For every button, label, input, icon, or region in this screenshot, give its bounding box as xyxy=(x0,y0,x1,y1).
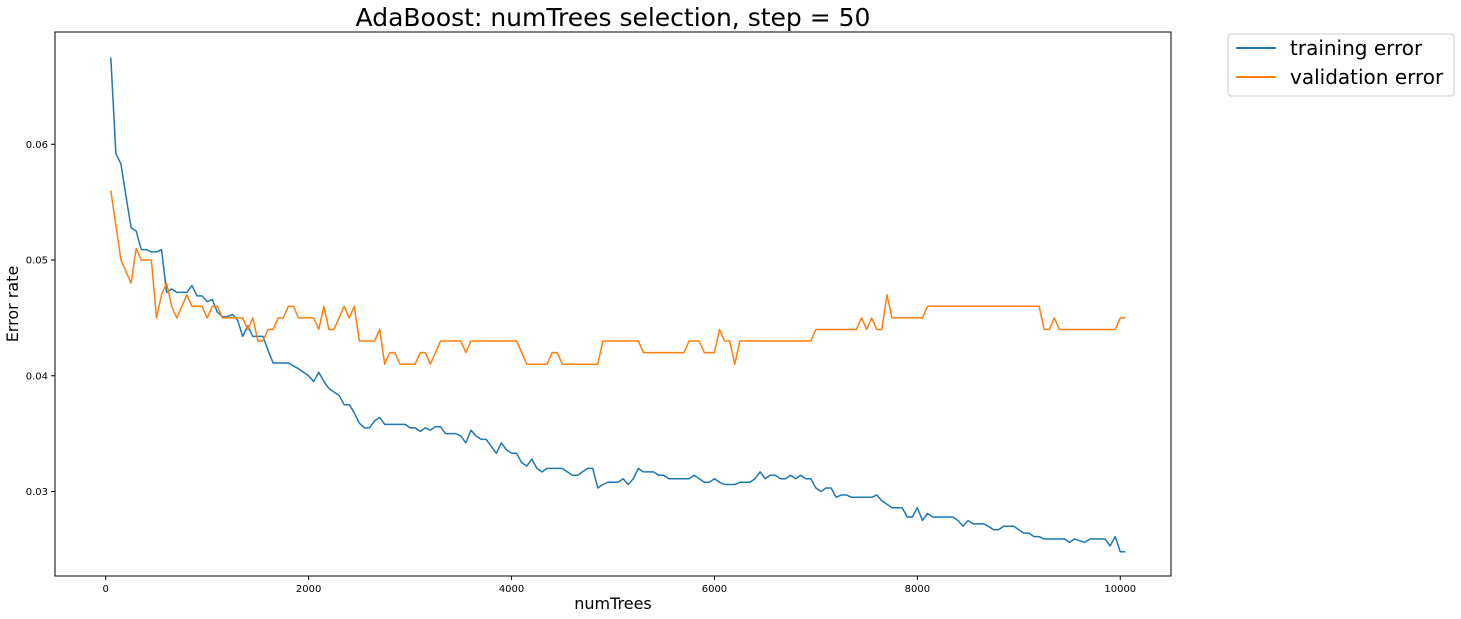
x-tick-label: 0 xyxy=(103,584,109,595)
x-axis: 0 2000 4000 6000 8000 10000 xyxy=(103,576,1136,595)
y-axis-label: Error rate xyxy=(3,266,22,343)
plot-frame xyxy=(54,31,1172,577)
legend-frame xyxy=(1227,33,1455,97)
legend-label-0: training error xyxy=(1290,36,1423,60)
x-tick-label: 6000 xyxy=(702,584,727,595)
x-tick-label: 2000 xyxy=(296,584,321,595)
x-tick-label: 8000 xyxy=(905,584,930,595)
chart-title: AdaBoost: numTrees selection, step = 50 xyxy=(356,3,871,32)
y-axis: 0.03 0.04 0.05 0.06 xyxy=(26,140,55,498)
y-tick-label: 0.05 xyxy=(26,256,48,267)
series-line-0 xyxy=(110,57,1126,553)
x-tick-label: 10000 xyxy=(1104,584,1136,595)
y-tick-label: 0.04 xyxy=(26,371,48,382)
x-tick-label: 4000 xyxy=(499,584,524,595)
legend: training error validation error xyxy=(1227,33,1455,97)
y-tick-label: 0.06 xyxy=(26,140,48,151)
plot-area xyxy=(110,57,1126,553)
series-line-1 xyxy=(110,190,1126,365)
x-axis-label: numTrees xyxy=(574,594,652,613)
legend-label-1: validation error xyxy=(1290,65,1444,89)
y-tick-label: 0.03 xyxy=(26,487,48,498)
